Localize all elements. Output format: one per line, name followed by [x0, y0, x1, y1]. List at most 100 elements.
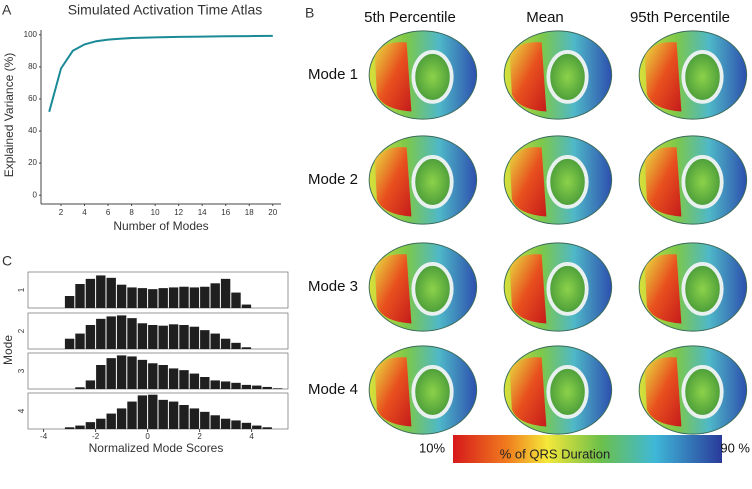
hist-bar: [189, 287, 200, 308]
x-tick-label: 0: [145, 432, 150, 441]
hist-bar: [158, 365, 168, 389]
hist-bar: [262, 427, 272, 429]
hist-bar: [116, 355, 127, 389]
x-tick-label: -4: [40, 432, 48, 441]
hist-bar: [137, 359, 148, 389]
hist-bar: [85, 325, 96, 349]
hist-bar: [64, 427, 75, 429]
hist-bar: [189, 373, 200, 389]
heart-render: [502, 240, 614, 334]
hist-bar: [241, 384, 252, 389]
y-tick-label: 0: [33, 190, 38, 199]
hist-bar: [210, 380, 220, 389]
column-label: 95th Percentile: [630, 9, 730, 26]
hist-bar: [85, 422, 96, 429]
hist-bar: [220, 418, 231, 429]
hist-bar: [179, 370, 189, 389]
hist-bar: [231, 342, 241, 349]
hist-bar: [85, 278, 96, 308]
facet-frame: [27, 352, 289, 390]
heart-render: [637, 28, 749, 122]
hist-bar: [210, 415, 220, 429]
hist-bar: [231, 420, 241, 429]
y-tick-label: 100: [24, 30, 38, 39]
hist-bar: [85, 380, 96, 389]
hist-bar: [96, 318, 106, 349]
facet-label: 4: [17, 408, 26, 413]
hist-bar: [158, 288, 168, 308]
hist-bar: [231, 382, 241, 389]
hist-bar: [137, 323, 148, 349]
hist-bar: [75, 333, 85, 349]
y-axis-label: Mode: [1, 335, 15, 365]
heart-render: [502, 133, 614, 227]
facet-label: 3: [17, 368, 26, 373]
x-tick-label: 2: [197, 432, 202, 441]
hist-bar: [168, 287, 179, 308]
hist-bar: [148, 394, 158, 429]
hist-bar: [231, 292, 241, 308]
hist-bar: [168, 324, 179, 349]
hist-bar: [262, 386, 272, 389]
hist-bar: [252, 425, 262, 429]
hist-bar: [210, 333, 220, 349]
hist-bar: [200, 286, 210, 308]
colorbar-title: % of QRS Duration: [500, 446, 611, 461]
column-label: 5th Percentile: [364, 9, 456, 26]
x-tick-label: 18: [245, 208, 254, 217]
heart-render: [367, 28, 479, 122]
hist-bar: [137, 288, 148, 308]
hist-bar: [96, 275, 106, 308]
hist-bar: [158, 399, 168, 429]
hist-bar: [127, 401, 137, 429]
row-label: Mode 4: [308, 381, 358, 398]
hist-bar: [75, 284, 85, 308]
colorbar: [453, 435, 722, 463]
hist-bar: [148, 325, 158, 349]
row-label: Mode 3: [308, 278, 358, 295]
hist-bar: [127, 287, 137, 308]
heart-render: [502, 28, 614, 122]
hist-bar: [241, 304, 252, 308]
heart-grid: [367, 28, 749, 437]
heart-render: [367, 133, 479, 227]
column-label: Mean: [526, 9, 564, 26]
hist-bar: [106, 358, 116, 389]
heart-render: [637, 133, 749, 227]
heart-render: [637, 343, 749, 437]
facet-label: 1: [17, 287, 26, 292]
y-tick-label: 80: [28, 62, 37, 71]
x-tick-label: 20: [268, 208, 277, 217]
x-tick-label: 4: [249, 432, 254, 441]
hist-bar: [179, 405, 189, 429]
hist-bar: [179, 286, 189, 308]
hist-bar: [127, 318, 137, 349]
hist-bar: [179, 325, 189, 349]
x-axis-label: Number of Modes: [113, 219, 208, 233]
heart-render: [637, 240, 749, 334]
facet-frame: [27, 312, 289, 350]
facet-frame: [27, 271, 289, 309]
panel-label: A: [2, 2, 12, 18]
hist-bar: [116, 315, 127, 349]
hist-bar: [272, 388, 283, 389]
x-tick-label: 16: [221, 208, 230, 217]
data-line: [48, 34, 273, 113]
chart-title: Simulated Activation Time Atlas: [68, 2, 263, 18]
x-tick-label: 10: [151, 208, 160, 217]
hist-bar: [241, 347, 252, 349]
x-tick-label: 8: [129, 208, 134, 217]
hist-bar: [158, 325, 168, 349]
colorbar-max: 90 %: [720, 440, 750, 455]
x-tick-label: -2: [92, 432, 100, 441]
hist-bar: [210, 283, 220, 308]
x-tick-label: 4: [82, 208, 87, 217]
facet-label: 2: [17, 328, 26, 333]
x-tick-label: 14: [198, 208, 207, 217]
y-axis-label: Explained Variance (%): [2, 53, 16, 178]
heart-render: [367, 343, 479, 437]
colorbar-min: 10%: [419, 440, 445, 455]
facet-frame: [27, 392, 289, 430]
hist-bar: [106, 277, 116, 308]
